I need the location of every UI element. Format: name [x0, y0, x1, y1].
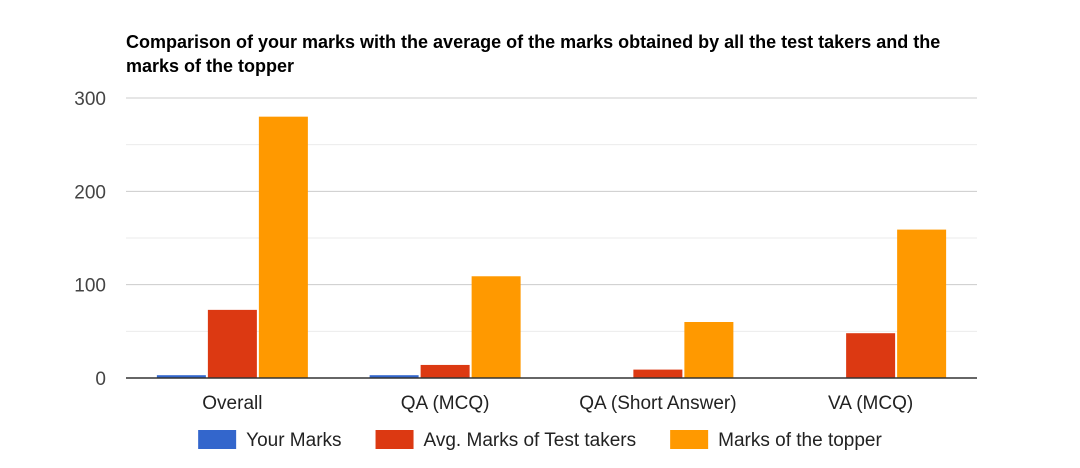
y-tick-label: 300: [74, 89, 106, 110]
legend-swatch: [375, 430, 414, 449]
y-tick-label: 100: [74, 276, 106, 297]
y-tick-label: 0: [95, 369, 106, 390]
bar-marks-of-the-topper: [684, 322, 734, 378]
legend-label: Marks of the topper: [718, 430, 882, 451]
bar-avg-marks-of-test-takers: [207, 309, 257, 378]
y-tick-label: 200: [74, 182, 106, 203]
bar-your-marks: [369, 375, 419, 378]
x-category-label: Overall: [202, 393, 262, 414]
legend-label: Your Marks: [246, 430, 341, 451]
x-category-label: QA (MCQ): [401, 393, 490, 414]
bar-avg-marks-of-test-takers: [633, 369, 683, 378]
bar-marks-of-the-topper: [897, 229, 947, 378]
bar-marks-of-the-topper: [258, 116, 308, 379]
x-category-label: QA (Short Answer): [579, 393, 736, 414]
legend-swatch: [670, 430, 709, 449]
legend-label: Avg. Marks of Test takers: [424, 430, 637, 451]
legend-swatch: [198, 430, 237, 449]
bar-avg-marks-of-test-takers: [846, 333, 896, 378]
bar-avg-marks-of-test-takers: [420, 364, 470, 378]
x-category-label: VA (MCQ): [828, 393, 913, 414]
bar-your-marks: [156, 375, 206, 378]
chart-title: Comparison of your marks with the averag…: [126, 32, 941, 76]
bar-marks-of-the-topper: [471, 276, 521, 378]
